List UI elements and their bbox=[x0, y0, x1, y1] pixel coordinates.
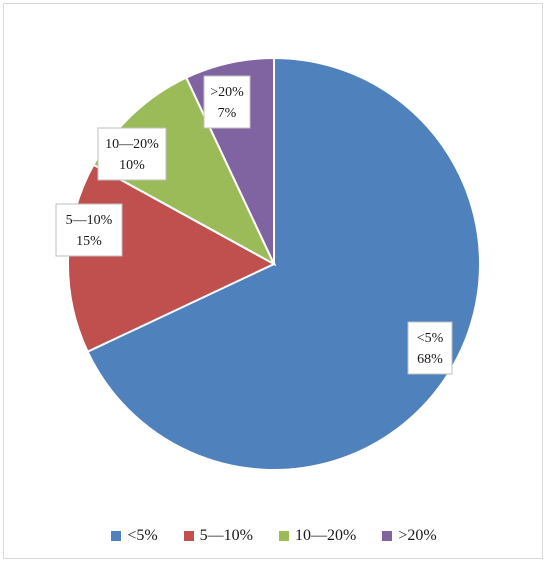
data-label-box-lt5 bbox=[407, 321, 453, 375]
data-label-lt5: <5%68% bbox=[407, 321, 453, 375]
legend-label-5-10: 5—10% bbox=[199, 527, 253, 544]
data-label-box-10-20 bbox=[97, 127, 167, 181]
data-label-5-10: 5—10% 15% bbox=[55, 203, 123, 257]
data-label-value-lt5: 68% bbox=[417, 352, 443, 367]
legend-item-10-20: 10—20% bbox=[279, 527, 356, 545]
data-label-category-gt20: >20% bbox=[210, 85, 244, 100]
legend-item-5-10: 5—10% bbox=[183, 527, 253, 545]
legend-swatch-5-10 bbox=[183, 531, 194, 541]
legend-label-10-20: 10—20% bbox=[295, 527, 357, 544]
data-label-value-10-20: 10% bbox=[119, 158, 145, 173]
legend-swatch-gt20 bbox=[382, 531, 393, 541]
legend-swatch-lt5 bbox=[111, 531, 122, 541]
legend: <5% 5—10% 10—20% >20% bbox=[4, 524, 544, 548]
data-label-gt20: >20% 7% bbox=[203, 75, 251, 129]
pie-slice-10-20 bbox=[92, 76, 277, 267]
legend-label-lt5: <5% bbox=[127, 527, 158, 544]
pie-chart: <5%68%5—10%15%10—20%10%>20%7% bbox=[55, 56, 481, 471]
data-label-category-5-10: 5—10% bbox=[66, 213, 113, 228]
legend-item-lt5: <5% bbox=[111, 527, 158, 545]
legend-label-gt20: >20% bbox=[398, 527, 437, 544]
legend-item-gt20: >20% bbox=[382, 527, 437, 545]
data-label-value-gt20: 7% bbox=[218, 106, 237, 121]
data-label-category-lt5: <5% bbox=[417, 331, 444, 346]
data-label-10-20: 10—20% 10% bbox=[97, 127, 167, 181]
data-label-box-gt20 bbox=[203, 75, 251, 129]
data-label-box-5-10 bbox=[55, 203, 123, 257]
legend-swatch-10-20 bbox=[279, 531, 289, 541]
chart-frame: <5% 68% 5—10% 15% 10—20% 10% >20% 7% <5% 5—10% … bbox=[3, 3, 543, 559]
data-label-value-5-10: 15% bbox=[76, 234, 102, 249]
data-label-category-10-20: 10—20% bbox=[105, 137, 159, 152]
